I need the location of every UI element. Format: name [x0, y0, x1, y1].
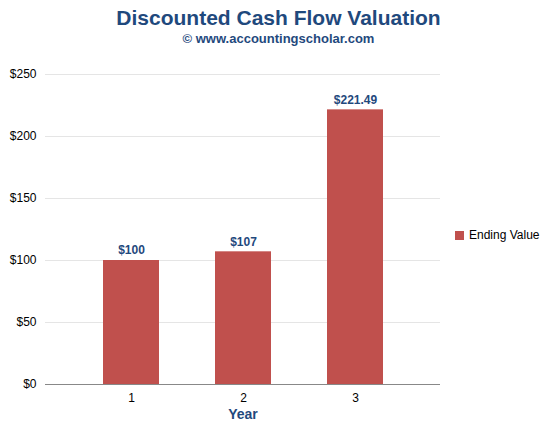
- html-text:Discounted Cash Flow Valuation: Discounted Cash Flow Valuation: [116, 6, 441, 29]
- svg-text:$0: $0: [23, 377, 37, 391]
- svg-text:$100: $100: [118, 243, 145, 257]
- svg-text:$150: $150: [10, 191, 37, 205]
- html-text:Ending Value: Ending Value: [469, 228, 540, 242]
- svg-text:3: 3: [352, 391, 359, 405]
- svg-text:$221.49: $221.49: [334, 93, 378, 107]
- svg-text:$107: $107: [230, 235, 257, 249]
- svg-text:Year: Year: [228, 406, 258, 422]
- svg-text:$250: $250: [10, 67, 37, 81]
- svg-text:1: 1: [128, 391, 135, 405]
- svg-text:2: 2: [240, 391, 247, 405]
- svg-text:$50: $50: [16, 315, 36, 329]
- svg-text:$100: $100: [10, 253, 37, 267]
- svg-text:$200: $200: [10, 129, 37, 143]
- html-text:© www.accountingscholar.com: © www.accountingscholar.com: [182, 31, 375, 46]
